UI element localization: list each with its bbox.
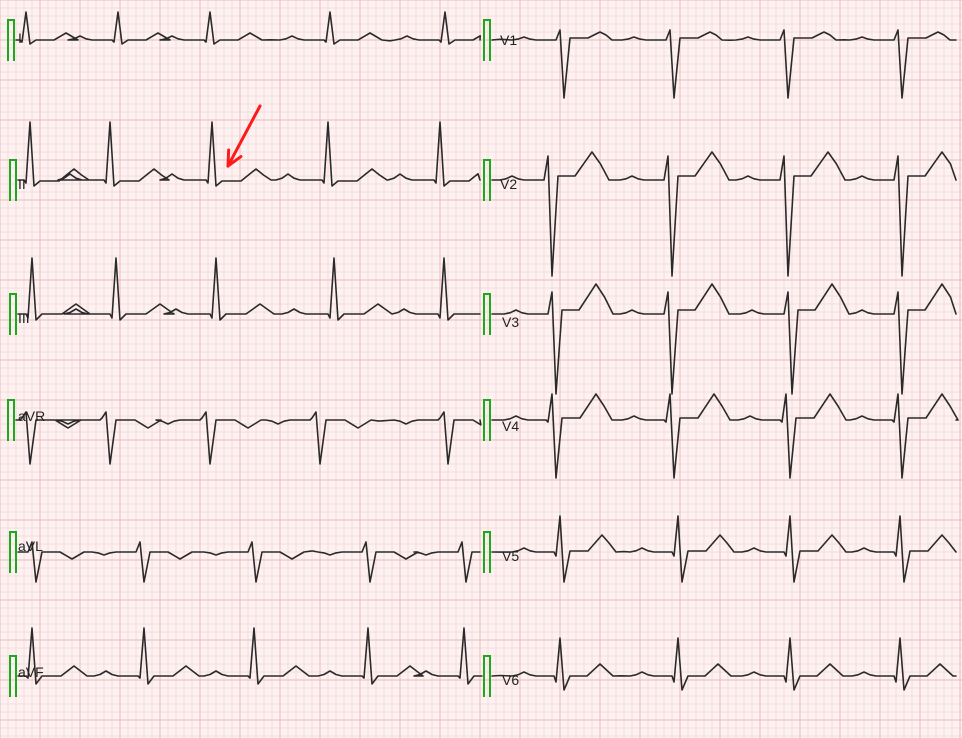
ecg-svg <box>0 0 962 738</box>
ecg-root: IIIIIIaVRaVLaVFV1V2V3V4V5V6 <box>0 0 962 738</box>
